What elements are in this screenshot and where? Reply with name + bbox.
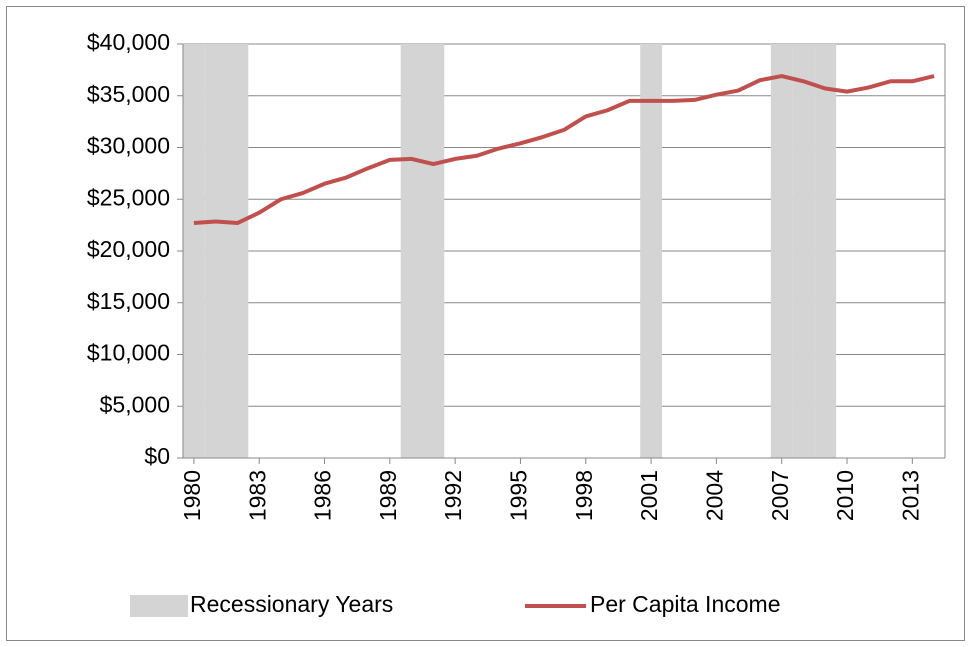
- legend-swatch: [130, 595, 188, 617]
- x-tick-label: 2010: [832, 470, 858, 521]
- y-tick-label: $5,000: [100, 391, 170, 417]
- x-tick-label: 2001: [636, 470, 662, 521]
- y-tick-label: $15,000: [87, 288, 170, 314]
- y-tick-label: $20,000: [87, 236, 170, 262]
- x-tick-label: 2004: [701, 470, 727, 521]
- x-tick-label: 2007: [767, 470, 793, 521]
- y-tick-label: $35,000: [87, 81, 170, 107]
- bar: [770, 44, 793, 458]
- bar: [814, 44, 837, 458]
- bar: [422, 44, 445, 458]
- y-tick-label: $10,000: [87, 340, 170, 366]
- x-tick-label: 2013: [897, 470, 923, 521]
- bar: [400, 44, 423, 458]
- bars: [183, 44, 837, 458]
- y-tick-label: $40,000: [87, 29, 170, 55]
- x-tick-label: 1986: [310, 470, 336, 521]
- x-tick-label: 1980: [179, 470, 205, 521]
- bar: [204, 44, 227, 458]
- x-tick-label: 1992: [440, 470, 466, 521]
- x-tick-label: 1989: [375, 470, 401, 521]
- bar: [792, 44, 815, 458]
- x-tick-label: 1998: [571, 470, 597, 521]
- legend-label: Per Capita Income: [590, 591, 780, 617]
- legend-label: Recessionary Years: [190, 591, 393, 617]
- x-tick-label: 1983: [244, 470, 270, 521]
- y-tick-label: $25,000: [87, 184, 170, 210]
- bar: [183, 44, 205, 458]
- y-tick-label: $30,000: [87, 133, 170, 159]
- bar: [226, 44, 249, 458]
- line: [193, 74, 935, 226]
- y-tick-label: $0: [144, 443, 170, 469]
- bar: [640, 44, 662, 458]
- x-tick-label: 1995: [506, 470, 532, 521]
